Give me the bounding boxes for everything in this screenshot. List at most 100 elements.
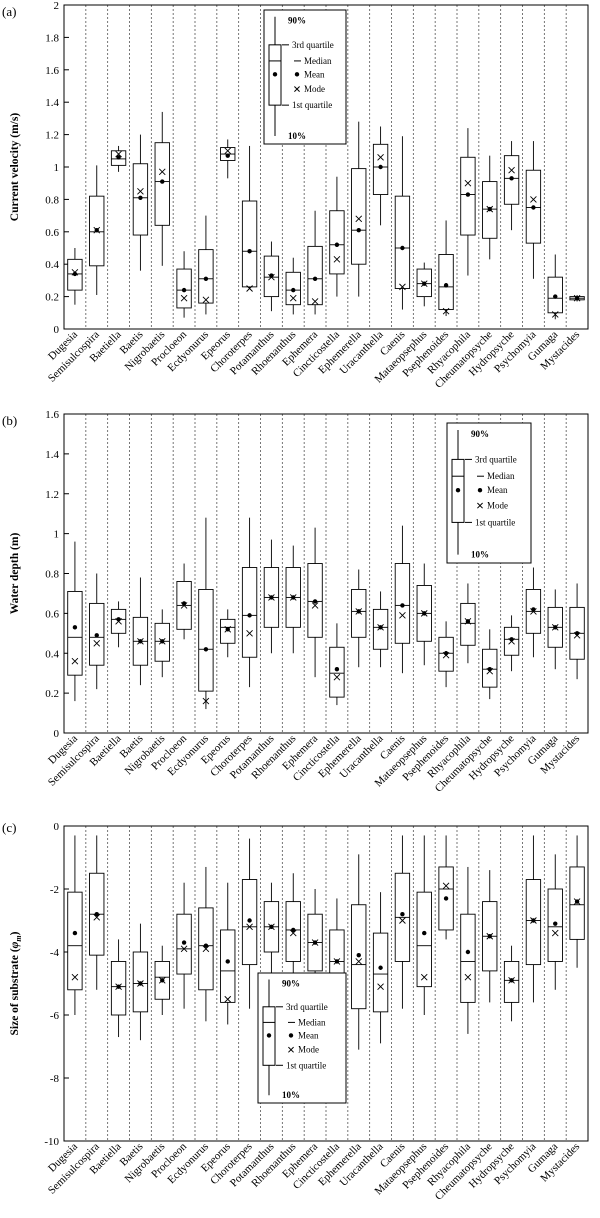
box-caenis (394, 525, 411, 674)
legend-q3: 3rd quartile (292, 40, 334, 50)
legend-mode-marker (294, 86, 300, 93)
box-caenis (394, 835, 411, 1009)
box-ephemerella (351, 569, 367, 668)
mode-cross (530, 917, 537, 924)
y-axis-label: Water depth (m) (9, 533, 21, 615)
box-dugesia (67, 248, 83, 305)
mode-cross (355, 958, 363, 965)
mode-cross (420, 973, 428, 981)
mean-dot (334, 667, 340, 672)
y-tick-label: 1.2 (45, 130, 59, 142)
mean-dot (465, 949, 471, 955)
box-rhoenanthus (285, 257, 301, 315)
iqr-box (198, 589, 214, 692)
mode-cross (158, 977, 166, 984)
mode-cross (464, 618, 472, 625)
box-psephenoides (438, 220, 454, 317)
mean-dot (203, 276, 209, 281)
box-baetis (132, 577, 149, 686)
mode-cross (202, 296, 210, 304)
mode-cross (573, 631, 581, 639)
mode-cross (377, 153, 384, 161)
box-dugesia (67, 835, 83, 1015)
iqr-box (220, 929, 236, 1003)
mode-cross (268, 923, 275, 931)
y-tick-label: 1 (54, 162, 60, 174)
iqr-box (198, 249, 214, 304)
y-tick-label: 1.4 (45, 449, 59, 461)
iqr-box (460, 913, 476, 1003)
mode-cross (93, 914, 101, 921)
mean-dot (378, 164, 383, 170)
y-tick-label: -2 (50, 884, 59, 896)
mean-dot (356, 952, 361, 958)
box-uracanthella (372, 126, 389, 226)
y-tick-label: 0.2 (45, 292, 59, 304)
mode-cross (333, 256, 341, 263)
iqr-box (67, 590, 83, 676)
mode-cross (486, 932, 494, 940)
legend-mean-label: Mean (298, 1030, 319, 1040)
box-cincticostella (329, 176, 345, 297)
y-tick-label: 1.8 (45, 32, 59, 44)
mode-cross (180, 294, 188, 302)
mean-dot (72, 930, 78, 936)
box-nigrobaetis (154, 945, 170, 1015)
mode-cross (268, 273, 275, 281)
box-uracanthella (372, 591, 389, 668)
box-cheumatopsyche (482, 155, 498, 260)
mean-dot (203, 647, 209, 652)
legend: 90% 3rd quartile Median Mean Mode 1st quartil… (263, 9, 347, 145)
mode-cross (486, 205, 494, 213)
box-baetiella (110, 145, 127, 172)
mode-cross (573, 294, 581, 302)
mean-dot (312, 599, 318, 604)
box-ephemerella (351, 854, 367, 1050)
box-epeorus (220, 882, 236, 1025)
legend-mean-dot (455, 488, 461, 493)
box-caenis (394, 136, 411, 310)
mode-cross (530, 608, 537, 615)
y-tick-label: 0 (54, 821, 60, 833)
mode-cross (224, 147, 232, 155)
mean-dot (116, 155, 121, 160)
mean-dot (291, 287, 296, 293)
panel-a: (a) 0 0.2 0.4 0.6 0.8 1 1.2 1.4 1.6 1.8 2 Current ve… (2, 0, 589, 391)
legend-mode-label: Mode (304, 84, 325, 94)
legend-90: 90% (471, 429, 489, 439)
mode-cross (71, 268, 79, 276)
box-potamanthus (263, 882, 280, 984)
mode-cross (399, 612, 406, 619)
box-psychomyia (525, 141, 542, 279)
mean-dot (203, 943, 209, 948)
iqr-box (241, 567, 258, 658)
mean-dot (356, 227, 361, 233)
mean-dot (247, 918, 252, 923)
iqr-box (372, 932, 389, 1013)
box-hydropsyche (503, 615, 520, 672)
box-epeorus (220, 139, 236, 179)
iqr-box (351, 168, 367, 265)
box-psephenoides (438, 621, 454, 688)
legend-q1: 1st quartile (286, 1060, 326, 1070)
mode-cross (115, 618, 122, 625)
box-potamanthus (263, 539, 280, 654)
y-tick-label: -10 (44, 1136, 59, 1148)
iqr-box (372, 143, 389, 195)
box-rhyacophila (460, 583, 476, 664)
y-axis-label: Size of substrate (φm) (9, 931, 23, 1035)
iqr-box (460, 602, 476, 646)
y-tick-label: 1.6 (45, 65, 59, 77)
mode-cross (551, 311, 559, 318)
legend-median-label: Median (298, 1017, 326, 1027)
y-tick-label: 0 (54, 324, 60, 336)
mode-cross (289, 294, 297, 302)
mode-cross (158, 168, 166, 176)
mode-cross (442, 307, 450, 315)
legend-mean-dot (272, 72, 278, 77)
mean-dot (443, 896, 449, 901)
mean-dot (72, 625, 78, 630)
box-procloeon (176, 251, 192, 318)
mode-cross (311, 298, 319, 305)
